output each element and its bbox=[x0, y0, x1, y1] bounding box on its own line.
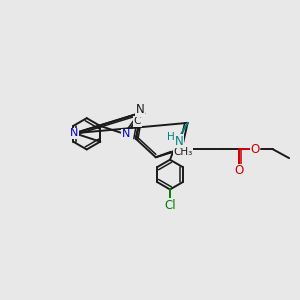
Text: N: N bbox=[175, 135, 183, 148]
Text: Cl: Cl bbox=[164, 199, 176, 212]
Text: O: O bbox=[234, 164, 244, 177]
Text: C: C bbox=[134, 116, 141, 127]
Text: O: O bbox=[250, 143, 260, 156]
Text: N: N bbox=[136, 103, 145, 116]
Text: H: H bbox=[167, 132, 175, 142]
Text: N: N bbox=[122, 129, 130, 140]
Text: N: N bbox=[70, 128, 79, 138]
Text: CH₃: CH₃ bbox=[174, 147, 193, 157]
